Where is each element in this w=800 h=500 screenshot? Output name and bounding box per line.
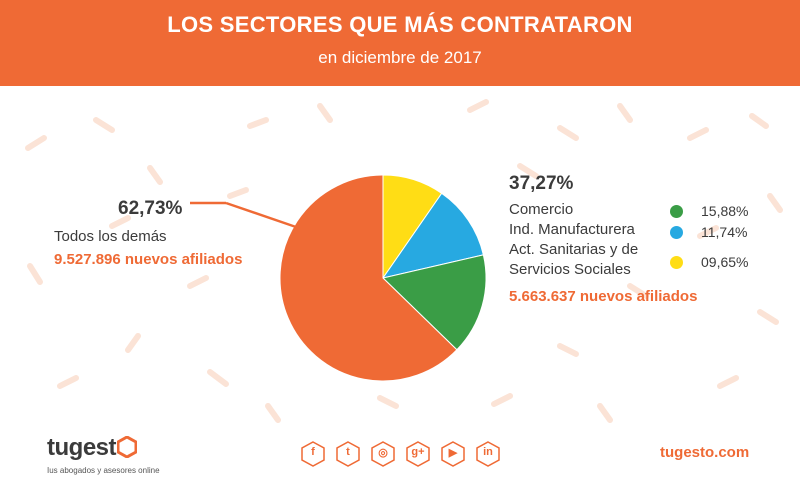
legend-value-health: 09,65%	[701, 254, 749, 270]
instagram-icon[interactable]: ◎	[371, 441, 395, 467]
right-label-commerce: Comercio	[509, 201, 574, 218]
google-plus-icon[interactable]: g+	[406, 441, 430, 467]
pie-slice-others	[279, 174, 458, 382]
brand-hexagon-icon	[116, 435, 138, 465]
right-affiliates: 5.663.637 nuevos afiliados	[509, 288, 698, 305]
legend-dot-commerce	[670, 205, 683, 218]
left-affiliates: 9.527.896 nuevos afiliados	[54, 251, 243, 268]
legend-value-manufacturing: 11,74%	[701, 224, 748, 240]
brand-tagline: Ius abogados y asesores online	[47, 466, 160, 475]
legend-dot-manufacturing	[670, 226, 683, 239]
pie-slice-commerce	[381, 254, 487, 351]
right-percent: 37,27%	[509, 173, 574, 194]
website-link[interactable]: tugesto.com	[660, 444, 750, 461]
brand-wordmark: tugest	[47, 434, 117, 461]
twitter-icon[interactable]: t	[336, 441, 360, 467]
social-links: f t ◎ g+ ▶ in	[301, 441, 500, 467]
confetti-background	[25, 99, 783, 423]
right-label-health-line1: Act. Sanitarias y de	[509, 241, 639, 258]
linkedin-icon[interactable]: in	[476, 441, 500, 467]
right-label-manufacturing: Ind. Manufacturera	[509, 221, 635, 238]
right-label-health-line2: Servicios Sociales	[509, 261, 631, 278]
chart-subtitle: en diciembre de 2017	[318, 48, 482, 67]
chart-title: LOS SECTORES QUE MÁS CONTRATARON	[167, 12, 633, 37]
left-leader-line-diagonal	[225, 201, 297, 229]
legend-dot-health	[670, 256, 683, 269]
left-percent: 62,73%	[118, 198, 183, 219]
legend-value-commerce: 15,88%	[701, 203, 749, 219]
header-banner: LOS SECTORES QUE MÁS CONTRATARON en dici…	[0, 0, 800, 86]
pie-slice-manufacturing	[381, 192, 484, 279]
facebook-icon[interactable]: f	[301, 441, 325, 467]
youtube-icon[interactable]: ▶	[441, 441, 465, 467]
left-label: Todos los demás	[54, 228, 167, 245]
brand-logo[interactable]: tugest	[47, 434, 138, 465]
